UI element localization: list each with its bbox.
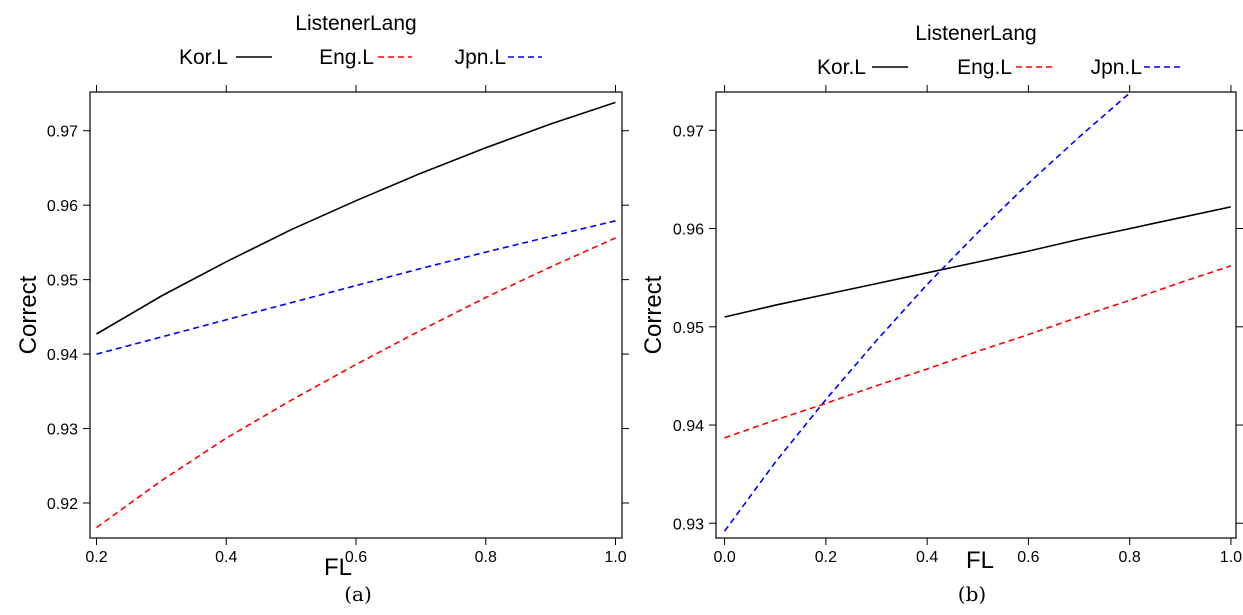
panel-b-series-line-eng-l [724,265,1232,439]
panel-a-series-line-jpn-l [96,220,616,355]
panel-a-series-line-kor-l [96,101,616,335]
panel-b-y-tick-label: 0.94 [673,418,704,435]
panel-b-plot-frame [715,91,1237,539]
panel-a-y-axis-label: Correct [15,275,42,354]
panel-b-legend-label-eng-l: Eng.L [957,56,1012,79]
panel-b-x-tick-label: 0.4 [916,549,938,566]
panel-b-y-tick-label: 0.96 [673,222,704,239]
panel-a-y-tick-label: 0.94 [47,347,78,364]
panel-b-x-tick-label: 0.2 [815,549,837,566]
panel-b-series-line-jpn-l [723,92,1133,532]
panel-a-legend-label-eng-l: Eng.L [319,46,374,69]
panel-b-x-tick-label: 1.0 [1220,549,1242,566]
panel-b-series-line-kor-l [724,206,1232,318]
panel-a-x-tick-label: 0.2 [85,549,107,566]
panel-a-y-tick-label: 0.95 [47,273,78,290]
panel-a-legend-title: ListenerLang [295,12,416,35]
panel-b-y-axis-label: Correct [640,275,667,354]
panel-b-y-tick-label: 0.97 [673,123,704,140]
panel-a-y-tick-label: 0.93 [47,422,78,439]
panel-b-legend-label-jpn-l: Jpn.L [1091,56,1142,79]
panel-b-legend-label-kor-l: Kor.L [817,56,866,79]
panel-a-x-axis-label: FL [324,554,352,581]
panel-a-y-tick-label: 0.96 [47,198,78,215]
panel-b-caption: (b) [958,582,986,606]
panel-b-x-tick-label: 0.0 [713,549,735,566]
panel-a-legend-label-jpn-l: Jpn.L [455,46,506,69]
panel-b-x-axis-label: FL [966,547,994,574]
panel-a-y-tick-label: 0.97 [47,124,78,141]
panel-b-x-tick-label: 0.8 [1119,549,1141,566]
panel-a-legend-label-kor-l: Kor.L [179,46,228,69]
panel-a-series-line-eng-l [96,237,616,529]
panel-a-x-tick-label: 0.6 [345,549,367,566]
panel-a-x-tick-label: 0.8 [475,549,497,566]
panel-a-x-tick-label: 1.0 [604,549,626,566]
panel-b-legend-title: ListenerLang [915,22,1036,45]
panel-a-y-tick-label: 0.92 [47,496,78,513]
panel-b-y-tick-label: 0.93 [673,516,704,533]
panel-a-x-tick-label: 0.4 [215,549,237,566]
panel-b-x-tick-label: 0.6 [1017,549,1039,566]
panel-b-y-tick-label: 0.95 [673,320,704,337]
panel-a-caption: (a) [344,582,372,606]
panel-a-plot-frame [89,91,623,539]
